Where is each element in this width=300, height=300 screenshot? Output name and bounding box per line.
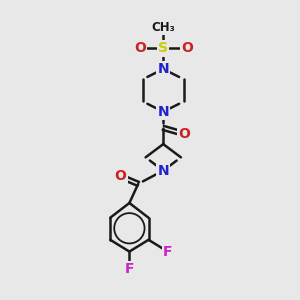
Text: O: O	[134, 41, 146, 56]
Text: N: N	[158, 164, 169, 178]
Text: S: S	[158, 41, 168, 56]
Text: N: N	[158, 62, 169, 76]
Text: O: O	[115, 169, 127, 184]
Text: N: N	[158, 105, 169, 119]
Text: F: F	[124, 262, 134, 276]
Text: F: F	[163, 244, 172, 259]
Text: O: O	[178, 127, 190, 141]
Text: O: O	[181, 41, 193, 56]
Text: CH₃: CH₃	[152, 21, 175, 34]
